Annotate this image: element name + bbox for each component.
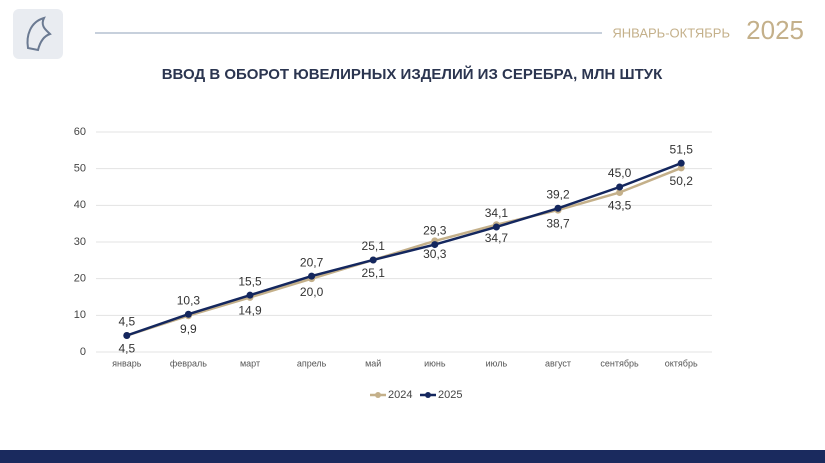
- x-tick-label: май: [365, 358, 381, 368]
- data-label: 4,5: [118, 342, 135, 356]
- data-label: 20,0: [300, 285, 324, 299]
- data-label: 14,9: [238, 304, 262, 318]
- x-tick-label: апрель: [297, 358, 327, 368]
- x-tick-label: февраль: [170, 358, 207, 368]
- point: [123, 332, 131, 339]
- data-label: 25,1: [362, 266, 386, 280]
- series-line: [126, 162, 682, 337]
- y-tick-label: 60: [74, 126, 86, 138]
- y-tick-label: 50: [74, 163, 86, 175]
- logo-mark: [26, 16, 52, 52]
- point: [246, 291, 254, 299]
- data-label: 39,2: [546, 187, 570, 201]
- x-tick-label: июль: [486, 358, 508, 368]
- y-tick-label: 30: [74, 236, 86, 248]
- point: [554, 204, 562, 212]
- series-line: [126, 166, 682, 337]
- point: [308, 272, 316, 280]
- data-label: 9,9: [180, 322, 197, 336]
- data-label: 29,3: [423, 224, 447, 238]
- period: ЯНВАРЬ-ОКТЯБРЬ: [612, 25, 730, 40]
- x-tick-label: март: [240, 358, 260, 368]
- y-tick-label: 40: [74, 199, 86, 211]
- x-tick-label: октябрь: [665, 358, 698, 368]
- data-label: 15,5: [238, 274, 262, 288]
- logo: [13, 9, 63, 59]
- legend-label: 2025: [438, 389, 462, 401]
- year: 2025: [746, 15, 804, 45]
- point: [369, 256, 377, 264]
- point: [184, 310, 192, 318]
- data-label: 20,7: [300, 255, 324, 269]
- data-label: 25,1: [362, 239, 386, 253]
- legend-marker: [375, 392, 381, 398]
- data-label: 4,5: [118, 315, 135, 329]
- data-label: 45,0: [608, 166, 632, 180]
- data-label: 38,7: [546, 216, 570, 230]
- point: [616, 183, 624, 191]
- footer-bar: [0, 450, 825, 463]
- data-label: 43,5: [608, 199, 632, 213]
- legend-label: 2024: [388, 389, 412, 401]
- x-tick-label: август: [545, 358, 571, 368]
- data-label: 10,3: [177, 293, 201, 307]
- x-tick-label: июнь: [424, 358, 446, 368]
- legend-marker: [425, 392, 431, 398]
- point: [616, 189, 624, 196]
- x-tick-label: сентябрь: [600, 358, 639, 368]
- data-label: 30,3: [423, 247, 447, 261]
- point: [677, 159, 685, 167]
- point: [431, 241, 439, 249]
- data-label: 34,1: [485, 206, 509, 220]
- point: [492, 223, 500, 231]
- y-tick-label: 0: [80, 346, 86, 358]
- y-tick-label: 10: [74, 309, 86, 321]
- data-label: 34,7: [485, 231, 509, 245]
- x-tick-label: январь: [112, 358, 142, 368]
- y-tick-label: 20: [74, 273, 86, 285]
- chart-title: ВВОД В ОБОРОТ ЮВЕЛИРНЫХ ИЗДЕЛИЙ ИЗ СЕРЕБ…: [162, 65, 663, 83]
- data-label: 50,2: [670, 174, 694, 188]
- data-label: 51,5: [670, 142, 694, 156]
